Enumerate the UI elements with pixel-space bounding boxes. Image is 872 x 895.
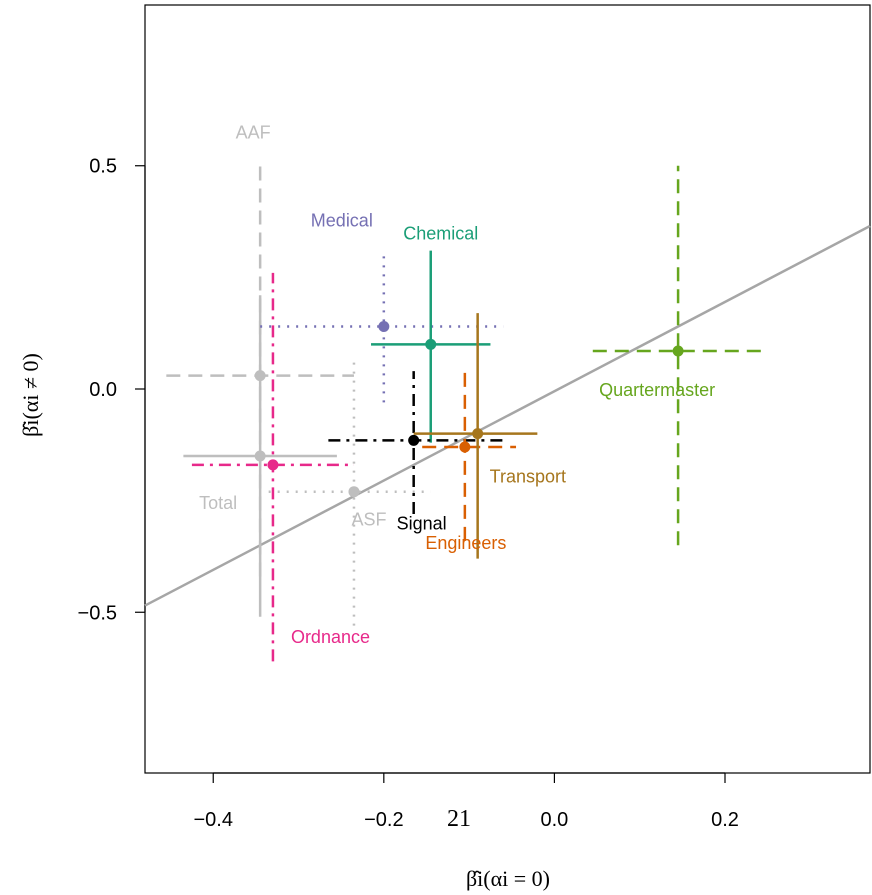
y-tick-label: −0.5 (78, 602, 117, 624)
x-tick-label: −0.4 (193, 809, 232, 831)
series-signal (328, 371, 504, 515)
x-tick-label: 0.2 (711, 809, 739, 831)
data-point (425, 338, 437, 350)
series-transport (413, 313, 538, 559)
data-point (267, 459, 279, 471)
data-point (254, 450, 266, 462)
y-tick-label: 0.0 (89, 379, 117, 401)
reference-line (144, 224, 871, 607)
data-point (348, 486, 360, 498)
data-point (378, 320, 390, 332)
x-axis-title: β̂i(αi = 0) (466, 866, 550, 891)
y-axis-title: β̂i(αi ≠ 0) (18, 353, 43, 437)
point-label-engineers: Engineers (425, 533, 506, 553)
point-labels: AAF Total ASF Ordnance Medical Chemical Signal… (199, 123, 715, 647)
series-engineers (422, 366, 517, 541)
plot-frame (144, 4, 871, 774)
point-label-asf: ASF (351, 510, 386, 530)
y-tick-label: 0.5 (89, 156, 117, 178)
series-asf (268, 357, 431, 626)
point-label-chemical: Chemical (403, 223, 478, 243)
point-label-medical: Medical (311, 210, 373, 230)
data-point (459, 441, 471, 453)
point-label-transport: Transport (490, 467, 566, 487)
data-point (672, 345, 684, 357)
data-point (408, 434, 420, 446)
series-total (183, 295, 337, 617)
series-ordnance (191, 272, 354, 662)
series-chemical (371, 250, 491, 443)
point-label-aaf: AAF (236, 123, 271, 143)
axes: −0.4 −0.2 0.0 0.2 −0.5 0.0 0.5 (78, 156, 739, 831)
reference-line-group (144, 224, 871, 607)
error-bar-markers (166, 165, 764, 662)
page-number: 21 (447, 806, 471, 832)
series-medical (260, 255, 504, 403)
x-tick-label: 0.0 (541, 809, 569, 831)
x-tick-label: −0.2 (364, 809, 403, 831)
point-label-total: Total (199, 493, 237, 513)
data-point (472, 428, 484, 440)
point-label-ordnance: Ordnance (291, 627, 370, 647)
point-label-quartermaster: Quartermaster (599, 380, 715, 400)
point-label-signal: Signal (397, 513, 447, 533)
series-quartermaster (592, 165, 764, 546)
